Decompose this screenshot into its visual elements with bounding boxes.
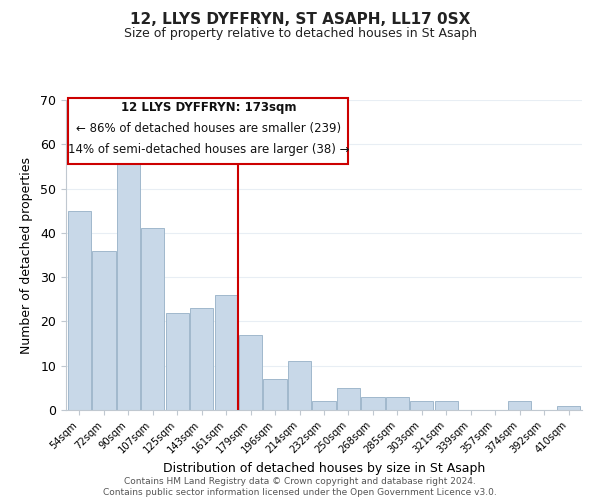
Text: 14% of semi-detached houses are larger (38) →: 14% of semi-detached houses are larger (… — [68, 143, 349, 156]
Text: 12 LLYS DYFFRYN: 173sqm: 12 LLYS DYFFRYN: 173sqm — [121, 102, 296, 114]
Bar — [313, 401, 335, 410]
Bar — [117, 153, 140, 410]
Bar — [337, 388, 360, 410]
Bar — [92, 250, 116, 410]
Bar — [141, 228, 164, 410]
Bar — [386, 396, 409, 410]
Bar — [361, 396, 385, 410]
Text: Contains HM Land Registry data © Crown copyright and database right 2024.: Contains HM Land Registry data © Crown c… — [124, 476, 476, 486]
Text: Contains public sector information licensed under the Open Government Licence v3: Contains public sector information licen… — [103, 488, 497, 497]
X-axis label: Distribution of detached houses by size in St Asaph: Distribution of detached houses by size … — [163, 462, 485, 475]
Text: Size of property relative to detached houses in St Asaph: Size of property relative to detached ho… — [124, 28, 476, 40]
Text: 12, LLYS DYFFRYN, ST ASAPH, LL17 0SX: 12, LLYS DYFFRYN, ST ASAPH, LL17 0SX — [130, 12, 470, 28]
Bar — [288, 362, 311, 410]
Bar — [239, 334, 262, 410]
Bar — [215, 295, 238, 410]
Bar — [190, 308, 214, 410]
Bar — [68, 210, 91, 410]
Bar — [557, 406, 580, 410]
Bar — [508, 401, 531, 410]
Bar — [263, 379, 287, 410]
Y-axis label: Number of detached properties: Number of detached properties — [20, 156, 34, 354]
FancyBboxPatch shape — [68, 98, 349, 164]
Bar — [166, 312, 189, 410]
Bar — [410, 401, 433, 410]
Bar — [434, 401, 458, 410]
Text: ← 86% of detached houses are smaller (239): ← 86% of detached houses are smaller (23… — [76, 122, 341, 136]
